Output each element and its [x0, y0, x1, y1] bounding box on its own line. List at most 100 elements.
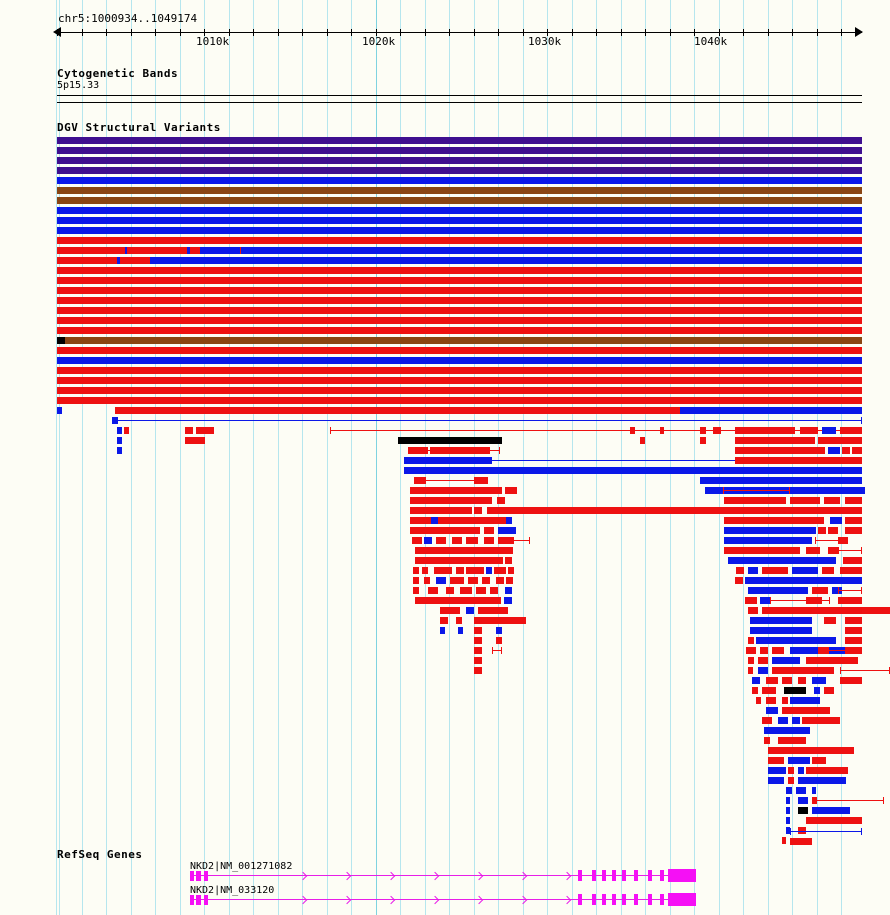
variant-segment[interactable]: [736, 567, 744, 574]
gene-exon[interactable]: [196, 871, 201, 881]
gene-exon[interactable]: [602, 870, 606, 881]
variant-segment[interactable]: [728, 557, 836, 564]
variant-segment[interactable]: [504, 597, 512, 604]
variant-segment[interactable]: [748, 657, 754, 664]
variant-segment[interactable]: [505, 487, 517, 494]
variant-segment[interactable]: [748, 607, 758, 614]
variant-segment[interactable]: [845, 647, 862, 654]
variant-segment[interactable]: [70, 327, 250, 334]
variant-segment[interactable]: [57, 137, 862, 144]
variant-segment[interactable]: [766, 677, 778, 684]
variant-segment[interactable]: [748, 587, 808, 594]
variant-segment[interactable]: [845, 637, 862, 644]
variant-segment[interactable]: [630, 427, 635, 434]
gene-exon[interactable]: [660, 894, 664, 905]
variant-segment[interactable]: [124, 427, 129, 434]
variant-segment[interactable]: [57, 407, 62, 414]
variant-segment[interactable]: [762, 567, 788, 574]
variant-segment[interactable]: [798, 677, 806, 684]
variant-segment[interactable]: [798, 777, 846, 784]
variant-segment[interactable]: [748, 667, 753, 674]
variant-segment[interactable]: [410, 507, 472, 514]
variant-segment[interactable]: [117, 447, 122, 454]
variant-segment[interactable]: [760, 647, 768, 654]
variant-segment[interactable]: [120, 257, 150, 264]
variant-segment[interactable]: [70, 337, 862, 344]
variant-segment[interactable]: [200, 327, 208, 334]
variant-segment[interactable]: [762, 717, 772, 724]
variant-segment[interactable]: [845, 527, 862, 534]
variant-segment[interactable]: [700, 427, 706, 434]
variant-segment[interactable]: [778, 717, 788, 724]
variant-segment[interactable]: [843, 557, 862, 564]
variant-segment[interactable]: [768, 747, 854, 754]
variant-segment[interactable]: [410, 497, 492, 504]
variant-segment[interactable]: [57, 337, 65, 344]
variant-segment[interactable]: [748, 567, 758, 574]
variant-segment[interactable]: [745, 597, 757, 604]
variant-segment[interactable]: [57, 247, 125, 254]
variant-segment[interactable]: [680, 407, 862, 414]
variant-segment[interactable]: [57, 157, 862, 164]
variant-segment[interactable]: [798, 807, 808, 814]
variant-segment[interactable]: [724, 547, 800, 554]
variant-segment[interactable]: [431, 517, 438, 524]
variant-segment[interactable]: [474, 637, 482, 644]
variant-segment[interactable]: [735, 427, 795, 434]
variant-segment[interactable]: [772, 667, 834, 674]
variant-segment[interactable]: [768, 757, 784, 764]
variant-segment[interactable]: [410, 517, 506, 524]
variant-segment[interactable]: [398, 437, 502, 444]
variant-segment[interactable]: [806, 767, 848, 774]
gene-exon[interactable]: [196, 895, 201, 905]
variant-segment[interactable]: [796, 787, 806, 794]
variant-segment[interactable]: [484, 527, 494, 534]
variant-segment[interactable]: [57, 257, 862, 264]
variant-segment[interactable]: [792, 567, 818, 574]
variant-segment[interactable]: [724, 527, 816, 534]
variant-segment[interactable]: [772, 657, 800, 664]
variant-segment[interactable]: [440, 607, 460, 614]
variant-segment[interactable]: [412, 537, 422, 544]
variant-segment[interactable]: [57, 377, 862, 384]
variant-segment[interactable]: [838, 537, 848, 544]
variant-segment[interactable]: [496, 627, 502, 634]
variant-segment[interactable]: [840, 427, 862, 434]
variant-segment[interactable]: [57, 147, 862, 154]
gene-exon[interactable]: [634, 894, 638, 905]
gene-exon[interactable]: [190, 871, 194, 881]
variant-segment[interactable]: [782, 697, 788, 704]
variant-segment[interactable]: [57, 237, 862, 244]
variant-segment[interactable]: [786, 797, 790, 804]
gene-exon[interactable]: [622, 894, 626, 905]
variant-segment[interactable]: [57, 357, 862, 364]
variant-segment[interactable]: [478, 607, 508, 614]
variant-segment[interactable]: [57, 267, 862, 274]
variant-segment[interactable]: [830, 517, 842, 524]
variant-segment[interactable]: [57, 397, 862, 404]
variant-segment[interactable]: [812, 787, 816, 794]
variant-segment[interactable]: [724, 517, 824, 524]
variant-segment[interactable]: [832, 587, 842, 594]
variant-segment[interactable]: [828, 547, 838, 554]
variant-segment[interactable]: [456, 617, 462, 624]
variant-segment[interactable]: [756, 637, 836, 644]
variant-segment[interactable]: [798, 767, 804, 774]
variant-segment[interactable]: [428, 587, 438, 594]
variant-segment[interactable]: [735, 577, 743, 584]
variant-segment[interactable]: [812, 757, 826, 764]
variant-segment[interactable]: [415, 547, 513, 554]
variant-segment[interactable]: [185, 437, 205, 444]
variant-segment[interactable]: [750, 627, 812, 634]
variant-segment[interactable]: [456, 567, 464, 574]
variant-segment[interactable]: [415, 557, 503, 564]
variant-segment[interactable]: [840, 677, 862, 684]
variant-segment[interactable]: [818, 437, 862, 444]
variant-segment[interactable]: [424, 577, 430, 584]
variant-segment[interactable]: [660, 427, 664, 434]
variant-segment[interactable]: [466, 567, 484, 574]
gene-exon[interactable]: [578, 894, 582, 905]
variant-segment[interactable]: [812, 807, 850, 814]
gene-exon[interactable]: [634, 870, 638, 881]
gene-exon[interactable]: [592, 894, 596, 905]
